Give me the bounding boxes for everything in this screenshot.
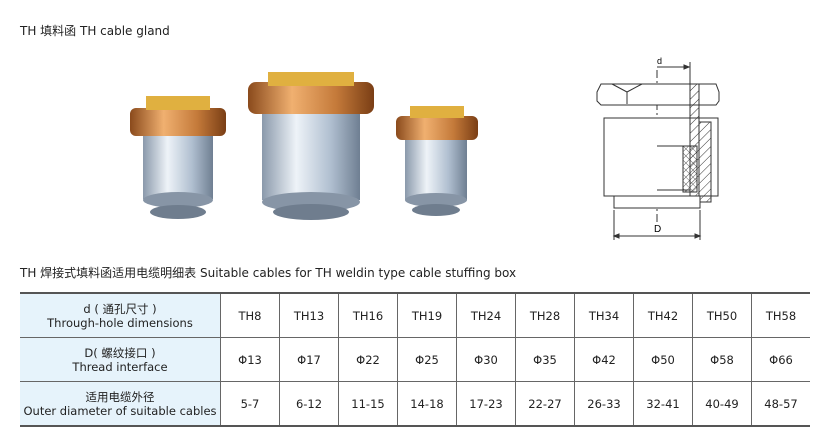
row-header-cn: D( 螺纹接口 ) <box>84 345 156 360</box>
row-header: d ( 通孔尺寸 ) Through-hole dimensions <box>20 292 221 338</box>
table-cell: Φ50 <box>633 337 693 382</box>
table-cell: TH16 <box>338 292 398 338</box>
page-title: TH 填料函 TH cable gland <box>20 24 170 38</box>
row-header-cn: 适用电缆外径 <box>85 389 155 404</box>
table-cell: TH19 <box>397 292 457 338</box>
table-cell: TH34 <box>574 292 634 338</box>
table-cell: TH58 <box>751 292 810 338</box>
table-title: TH 焊接式填料函适用电缆明细表 Suitable cables for TH … <box>20 266 517 280</box>
table-cell: 40-49 <box>692 381 752 427</box>
table-cell: Φ35 <box>515 337 575 382</box>
table-cell: Φ66 <box>751 337 810 382</box>
row-header-en: Outer diameter of suitable cables <box>23 403 217 418</box>
spec-table: d ( 通孔尺寸 ) Through-hole dimensions TH8 TH13… <box>20 292 810 427</box>
table-cell: 22-27 <box>515 381 575 427</box>
table-cell: 14-18 <box>397 381 457 427</box>
table-row: 适用电缆外径 Outer diameter of suitable cables 5… <box>20 381 810 427</box>
table-cell: TH28 <box>515 292 575 338</box>
table-cell: TH13 <box>279 292 339 338</box>
d-dimension-label: d <box>657 56 662 66</box>
row-header-en: Through-hole dimensions <box>47 315 193 330</box>
table-cell: TH42 <box>633 292 693 338</box>
table-cell: Φ13 <box>220 337 280 382</box>
table-row: d ( 通孔尺寸 ) Through-hole dimensions TH8 TH13… <box>20 292 810 338</box>
table-cell: 5-7 <box>220 381 280 427</box>
table-cell: TH24 <box>456 292 516 338</box>
D-dimension-label: D <box>654 224 661 235</box>
cable-gland-large <box>248 72 374 220</box>
technical-drawing <box>596 62 720 240</box>
cable-gland-small <box>396 106 478 216</box>
table-cell: 26-33 <box>574 381 634 427</box>
row-header: 适用电缆外径 Outer diameter of suitable cables <box>20 381 221 427</box>
table-cell: Φ25 <box>397 337 457 382</box>
row-header-en: Thread interface <box>72 359 168 374</box>
table-cell: 17-23 <box>456 381 516 427</box>
table-cell: 32-41 <box>633 381 693 427</box>
table-cell: Φ22 <box>338 337 398 382</box>
table-cell: Φ42 <box>574 337 634 382</box>
table-cell: 11-15 <box>338 381 398 427</box>
table-cell: 48-57 <box>751 381 810 427</box>
product-illustration: d D <box>130 56 720 240</box>
table-cell: TH8 <box>220 292 280 338</box>
table-cell: 6-12 <box>279 381 339 427</box>
row-header: D( 螺纹接口 ) Thread interface <box>20 337 221 382</box>
cable-gland-medium <box>130 96 226 219</box>
table-cell: TH50 <box>692 292 752 338</box>
table-cell: Φ17 <box>279 337 339 382</box>
row-header-cn: d ( 通孔尺寸 ) <box>83 301 157 316</box>
table-cell: Φ30 <box>456 337 516 382</box>
table-cell: Φ58 <box>692 337 752 382</box>
table-row: D( 螺纹接口 ) Thread interface Φ13 Φ17 Φ22 Φ25 Φ30… <box>20 337 810 382</box>
